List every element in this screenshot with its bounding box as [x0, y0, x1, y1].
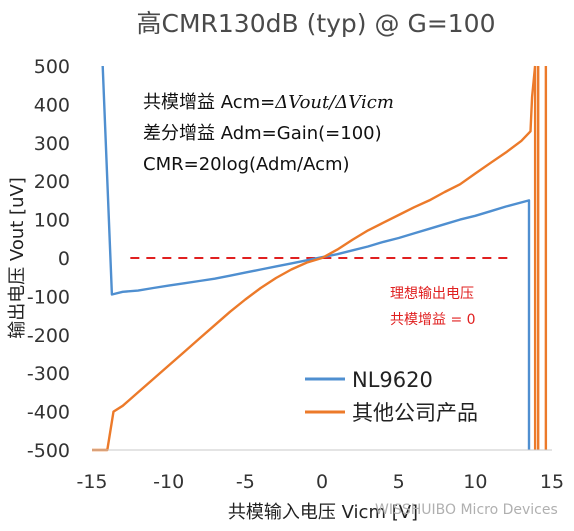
annotation-line3: CMR=20log(Adm/Acm): [143, 154, 350, 175]
x-tick-label: -15: [76, 471, 107, 493]
y-tick-label: -200: [27, 325, 70, 347]
annotation-line1: 共模增益 Acm=ΔVout/ΔVicm: [143, 92, 394, 113]
y-tick-label: -400: [27, 402, 70, 424]
y-tick-label: -500: [27, 440, 70, 462]
watermark: WISSHUIBO Micro Devices: [375, 502, 558, 518]
x-tick-label: 5: [393, 471, 405, 493]
ideal-gain-label: 共模增益 = 0: [390, 312, 476, 328]
x-axis-label: 共模输入电压 Vicm [V]: [228, 502, 418, 523]
y-tick-label: 100: [34, 210, 70, 232]
x-tick-label: 15: [540, 471, 564, 493]
y-tick-label: -300: [27, 363, 70, 385]
y-axis-label: 输出电压 Vout [uV]: [7, 177, 28, 339]
annotation-line2: 差分增益 Adm=Gain(=100): [143, 123, 382, 144]
y-tick-label: 500: [34, 56, 70, 78]
legend-label-other: 其他公司产品: [352, 401, 478, 425]
legend: NL9620 其他公司产品: [305, 368, 478, 425]
y-tick-label: 400: [34, 94, 70, 116]
x-tick-label: -5: [236, 471, 255, 493]
y-tick-label: 300: [34, 133, 70, 155]
series-line-other: [92, 65, 537, 452]
chart-title: 高CMR130dB (typ) @ G=100: [137, 9, 496, 38]
legend-label-nl9620: NL9620: [352, 368, 433, 392]
series-lines: [92, 65, 548, 452]
y-tick-label: -100: [27, 286, 70, 308]
x-tick-label: 0: [316, 471, 328, 493]
y-tick-label: 200: [34, 171, 70, 193]
series-line-nl9620: [101, 65, 531, 450]
x-tick-label: 10: [463, 471, 487, 493]
y-tick-label: 0: [58, 248, 70, 270]
ideal-output-label: 理想输出电压: [390, 286, 474, 302]
x-tick-label: -10: [153, 471, 184, 493]
tick-labels: 5004003002001000-100-200-300-400-500-15-…: [27, 56, 564, 493]
